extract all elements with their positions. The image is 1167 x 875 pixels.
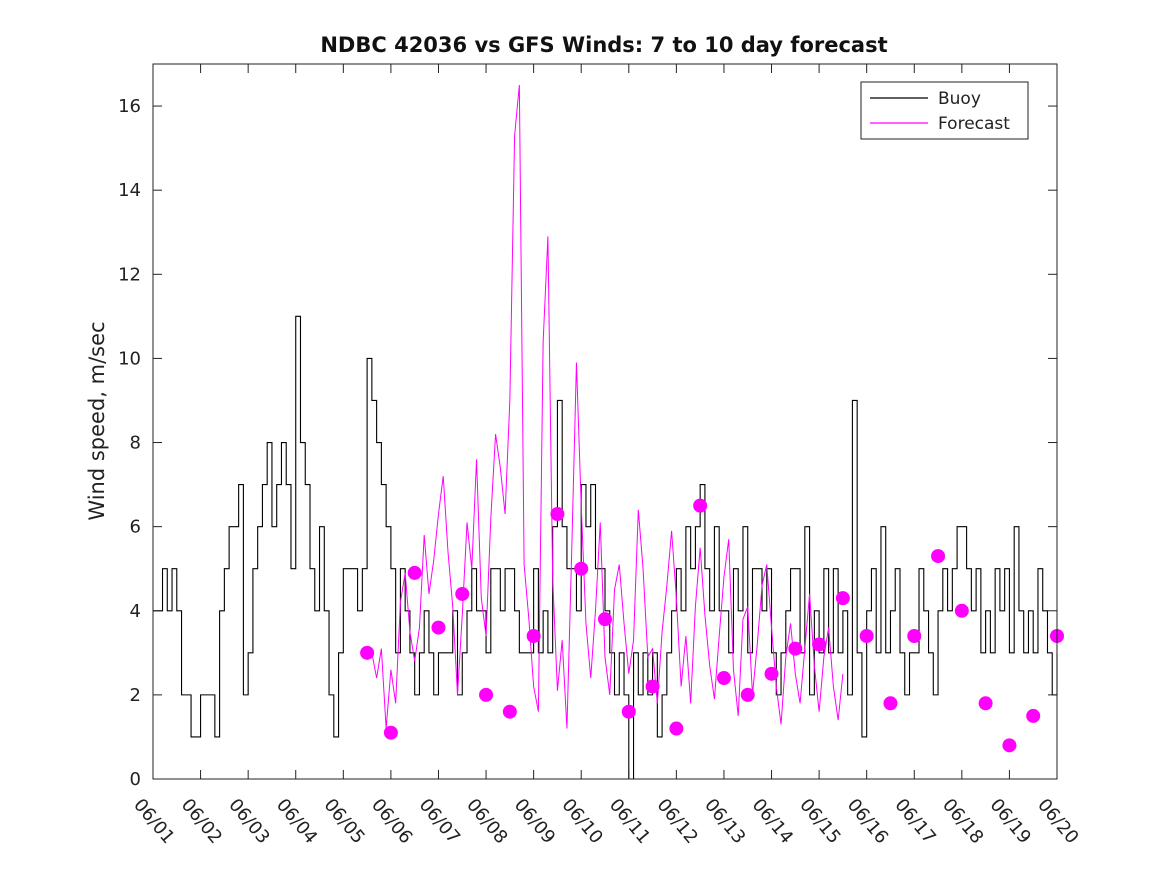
forecast-marker [1002, 738, 1017, 753]
axes: 024681012141606/0106/0206/0306/0406/0506… [118, 63, 1083, 848]
forecast-marker [479, 687, 494, 702]
forecast-marker [978, 696, 993, 711]
forecast-marker [693, 498, 708, 513]
forecast-marker [598, 612, 612, 627]
forecast-marker [883, 696, 898, 711]
y-tick-label: 10 [118, 348, 141, 369]
forecast-marker [812, 637, 827, 652]
x-tick-label: 06/13 [700, 795, 749, 848]
forecast-marker [621, 704, 636, 719]
forecast-marker [431, 620, 446, 635]
legend-buoy-label: Buoy [938, 89, 981, 109]
y-tick-label: 14 [118, 180, 141, 201]
y-tick-label: 4 [130, 601, 141, 622]
x-tick-label: 06/09 [510, 795, 559, 848]
forecast-marker [383, 725, 398, 740]
y-tick-label: 6 [130, 517, 141, 538]
forecast-marker [574, 561, 589, 576]
forecast-marker [740, 687, 755, 702]
x-tick-label: 06/18 [938, 795, 987, 848]
forecast-marker [1026, 708, 1041, 723]
x-tick-label: 06/07 [415, 795, 464, 848]
forecast-marker [360, 645, 375, 660]
forecast-marker [526, 629, 541, 643]
forecast-marker [645, 679, 660, 694]
legend-forecast-label: Forecast [938, 114, 1010, 134]
x-tick-label: 06/11 [605, 795, 654, 848]
x-tick-label: 06/10 [557, 795, 606, 848]
forecast-marker [407, 565, 422, 580]
y-tick-label: 0 [130, 769, 141, 790]
x-tick-label: 06/06 [367, 795, 416, 848]
legend-box [860, 81, 1029, 140]
x-tick-label: 06/19 [986, 795, 1035, 848]
chart-title: NDBC 42036 vs GFS Winds: 7 to 10 day for… [320, 33, 887, 57]
forecast-marker [788, 641, 803, 656]
y-tick-label: 12 [118, 264, 141, 285]
forecast-marker [954, 603, 969, 618]
forecast-marker [931, 549, 946, 564]
data-layer [153, 84, 1064, 780]
legend: Buoy Forecast [860, 81, 1029, 140]
x-tick-label: 06/17 [890, 795, 939, 848]
x-tick-label: 06/16 [843, 795, 892, 848]
series-forecast-line [371, 84, 844, 729]
x-tick-label: 06/05 [319, 795, 368, 848]
x-tick-label: 06/20 [1033, 795, 1082, 848]
forecast-marker [669, 721, 684, 736]
x-tick-label: 06/04 [272, 795, 321, 848]
y-axis-label: Wind speed, m/sec [85, 321, 109, 520]
x-tick-label: 06/03 [224, 795, 273, 848]
forecast-marker [835, 591, 850, 606]
y-tick-label: 16 [118, 96, 141, 117]
x-tick-label: 06/01 [129, 795, 178, 848]
plot-frame [152, 63, 1058, 780]
series-buoy-line [153, 315, 1058, 780]
x-tick-label: 06/12 [653, 795, 702, 848]
x-tick-label: 06/14 [748, 795, 797, 848]
forecast-marker [455, 586, 470, 601]
y-tick-label: 2 [130, 685, 141, 706]
y-tick-label: 8 [130, 433, 141, 454]
forecast-marker [502, 704, 517, 719]
x-tick-label: 06/08 [462, 795, 511, 848]
forecast-marker [907, 629, 922, 643]
forecast-marker [859, 629, 874, 643]
forecast-marker [550, 507, 565, 522]
forecast-marker [764, 666, 779, 681]
x-tick-label: 06/15 [795, 795, 844, 848]
forecast-marker [716, 671, 731, 686]
x-tick-label: 06/02 [177, 795, 226, 848]
